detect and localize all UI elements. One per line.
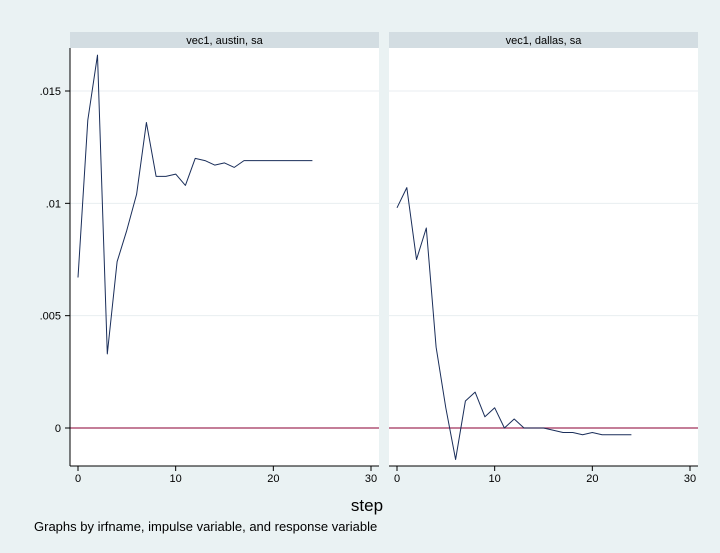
x-tick-label: 30 xyxy=(684,473,696,485)
x-tick-label: 0 xyxy=(394,473,400,485)
panel-strip xyxy=(389,32,698,48)
panel-1: vec1, austin, sa 0 10 20 30 0 .005 .01 .015 xyxy=(40,32,379,485)
panel-strip xyxy=(70,32,379,48)
y-tick-label: .005 xyxy=(40,311,61,323)
irf-line xyxy=(77,54,313,355)
x-axis-label: step xyxy=(351,496,383,515)
y-tick-label: .01 xyxy=(46,198,61,210)
y-tick-label: .015 xyxy=(40,86,61,98)
x-tick-label: 10 xyxy=(489,473,501,485)
plot-area xyxy=(70,48,379,466)
panel-title: vec1, dallas, sa xyxy=(506,35,583,47)
x-tick-label: 10 xyxy=(170,473,182,485)
plot-area xyxy=(389,48,698,466)
y-tick-label: 0 xyxy=(55,423,61,435)
panel-title: vec1, austin, sa xyxy=(186,35,263,47)
x-tick-label: 0 xyxy=(75,473,81,485)
panel-2: vec1, dallas, sa 0 10 20 30 xyxy=(389,32,698,485)
x-tick-label: 30 xyxy=(365,473,377,485)
irf-line xyxy=(396,187,632,460)
panels: vec1, austin, sa0 10 20 300.005.01.015vec1,… xyxy=(40,32,698,485)
graph-note: Graphs by irfname, impulse variable, and… xyxy=(34,519,377,534)
x-tick-label: 20 xyxy=(586,473,598,485)
x-tick-label: 20 xyxy=(267,473,279,485)
